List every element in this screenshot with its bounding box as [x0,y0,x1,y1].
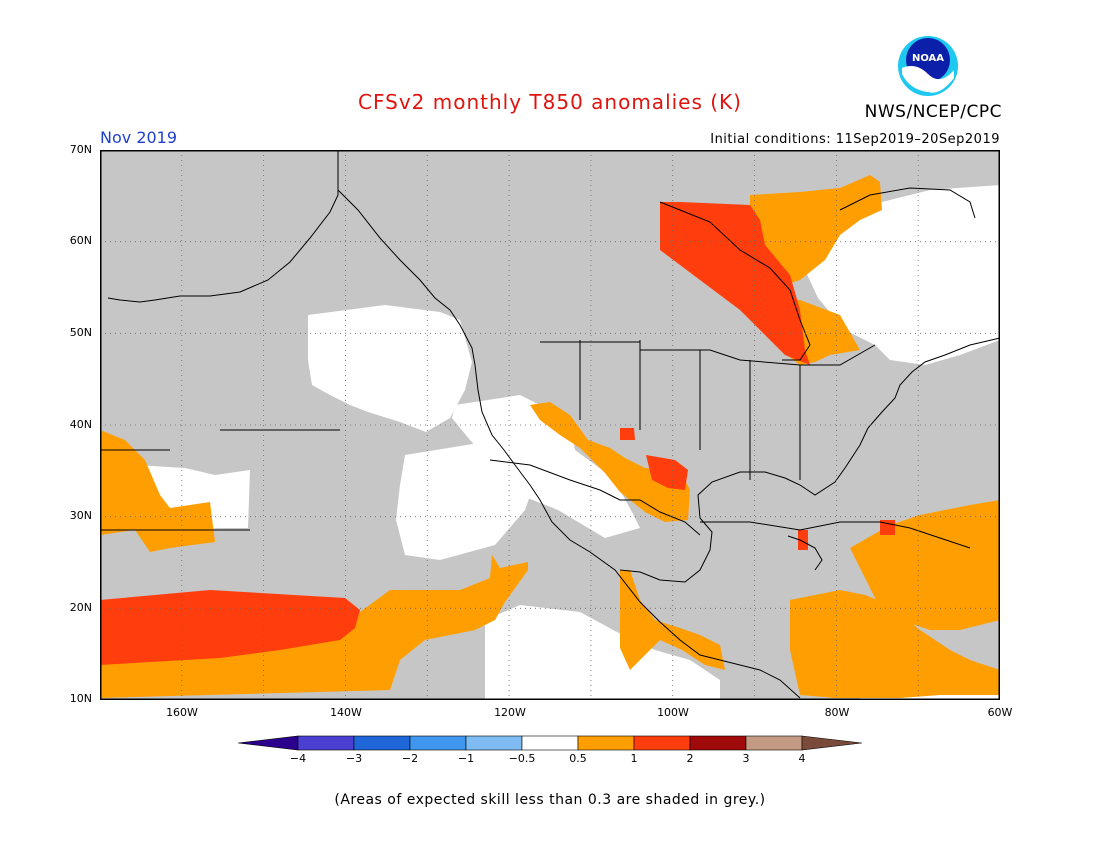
anom-0p5-1-central-pacific [100,430,215,552]
map-frame [100,150,1000,700]
near-zero-pacific-nw [308,305,472,432]
colorbar-label: 3 [742,752,750,765]
anom-1-2-southern-plains [646,455,688,490]
lon-label-120w: 120W [494,706,526,719]
labrador-coast [839,187,976,219]
colorbar-swatch [465,735,523,751]
colorbar-label: 4 [798,752,806,765]
colorbar-swatch [353,735,411,751]
lat-label-70n: 70N [69,143,92,156]
colorbar-swatch [521,735,579,751]
colorbar-label: −3 [345,752,363,765]
anom-0p5-1-mexico-coast [620,570,725,670]
lat-label-40n: 40N [69,418,92,431]
lat-label-30n: 30N [69,509,92,522]
lon-label-100w: 100W [657,706,689,719]
lon-label-80w: 80W [824,706,850,719]
anom-1-2-colorado [620,428,635,440]
anom-1-2-gulf [798,530,808,550]
lat-label-10n: 10N [69,692,92,705]
hudson-bay-coast [659,201,811,361]
noaa-logo: NOAA [898,36,958,96]
agency-label: NWS/NCEP/CPC [864,102,1002,122]
colorbar-swatch [689,735,747,751]
colorbar-arrow-low [238,735,299,751]
skill-footnote: (Areas of expected skill less than 0.3 a… [334,792,766,808]
near-zero-southwest-mexico [452,395,640,538]
lat-label-60n: 60N [69,234,92,247]
greater-antilles [700,521,971,549]
chart-title: CFSv2 monthly T850 anomalies (K) [358,90,742,114]
colorbar-swatch [297,735,355,751]
colorbar-label: −0.5 [508,752,536,765]
logo-text: NOAA [912,53,944,64]
anom-0p5-1-southwest-us [530,402,690,522]
colorbar-label: −1 [457,752,475,765]
florida-coast [787,535,823,571]
state-boundaries [579,340,801,480]
us-mexico-border [489,459,701,536]
alaska-coast [107,150,339,303]
anomaly-map [100,150,1000,700]
anom-0p5-1-caribbean [790,590,1000,698]
lon-label-160w: 160W [166,706,198,719]
us-mexico-pacific-coast [474,364,721,661]
lat-label-20n: 20N [69,601,92,614]
colorbar-arrow-high [801,735,863,751]
anom-1-2-hudson-bay [660,202,810,365]
colorbar-label: −4 [289,752,307,765]
colorbar [238,735,863,751]
colorbar-swatch [745,735,803,751]
us-atlantic-coast [867,337,1000,429]
colorbar-label: −2 [401,752,419,765]
map-gridlines [100,150,1000,700]
pacific-islands-ref [100,429,340,531]
colorbar-label: 2 [686,752,694,765]
gulf-of-mexico-coast [619,427,869,583]
colorbar-label: 1 [630,752,638,765]
valid-month-label: Nov 2019 [100,128,178,147]
anom-0p5-1-eastern-pacific [100,555,528,698]
lon-label-60w: 60W [987,706,1013,719]
colorbar-label: 0.5 [569,752,587,765]
near-zero-north-atlantic [800,185,1000,365]
anom-1-2-central-pacific [100,590,360,665]
canada-pacific-coast [337,189,476,366]
coastlines [100,150,1000,699]
near-zero-subtropical-pacific [396,442,540,560]
lat-label-50n: 50N [69,326,92,339]
lon-label-140w: 140W [330,706,362,719]
colorbar-swatch [633,735,691,751]
colorbar-swatch [577,735,635,751]
initial-conditions-label: Initial conditions: 11Sep2019–20Sep2019 [710,132,1000,147]
central-america-coast [719,659,801,699]
near-zero-eastern-pacific [485,605,720,700]
colorbar-swatch [409,735,467,751]
